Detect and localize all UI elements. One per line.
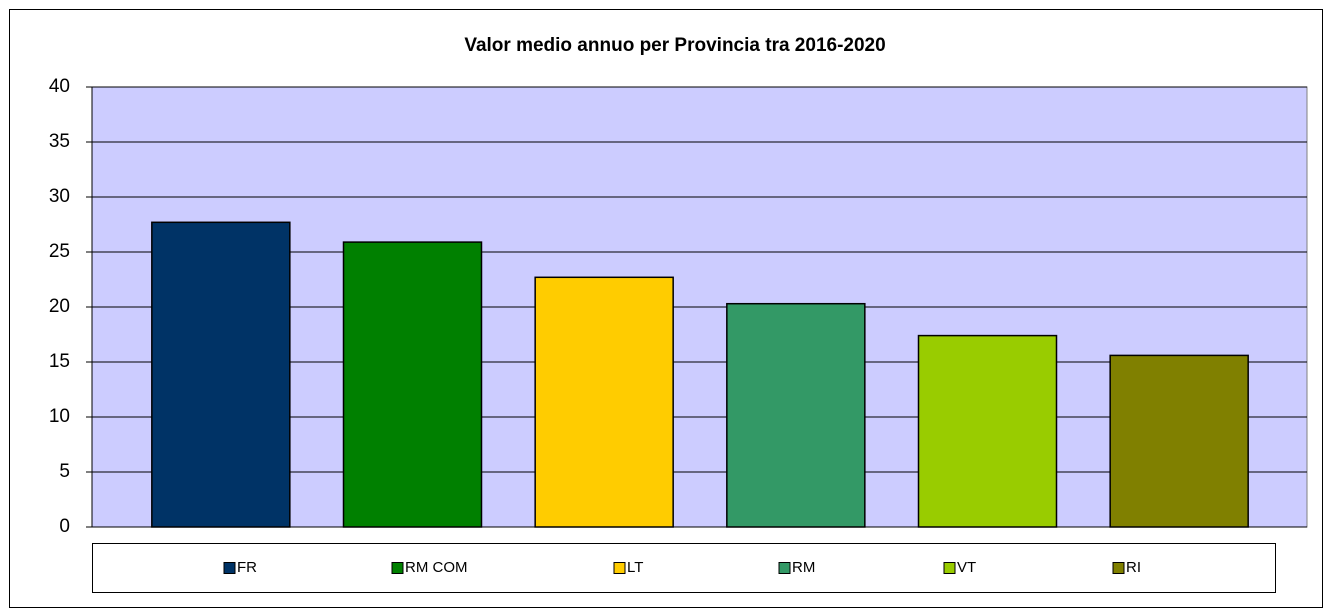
legend-swatch: [223, 562, 236, 574]
y-tick-label: 20: [49, 296, 70, 317]
bar: [534, 276, 674, 528]
legend-swatch: [613, 562, 626, 574]
y-tick-label: 30: [49, 186, 70, 207]
y-tick-label: 40: [49, 76, 70, 97]
bar: [726, 302, 866, 528]
y-tick-label: 10: [49, 406, 70, 427]
legend-swatch: [943, 562, 956, 574]
bar: [342, 241, 483, 528]
legend-box: [92, 543, 1276, 593]
bar: [917, 334, 1058, 528]
legend-label: FR: [237, 559, 257, 576]
chart-title: Valor medio annuo per Provincia tra 2016…: [464, 35, 885, 56]
y-tick-label: 15: [49, 351, 70, 372]
y-tick-label: 25: [49, 241, 70, 262]
y-tick-label: 5: [59, 461, 70, 482]
legend-label: VT: [957, 559, 976, 576]
legend-label: LT: [627, 559, 643, 576]
bar: [1109, 354, 1249, 528]
y-tick-label: 35: [49, 131, 70, 152]
legend-swatch: [778, 562, 791, 574]
legend-label: RI: [1126, 559, 1141, 576]
legend-label: RM: [792, 559, 815, 576]
y-tick-label: 0: [59, 516, 70, 537]
legend-swatch: [1112, 562, 1125, 574]
bar: [151, 221, 291, 528]
legend-swatch: [391, 562, 404, 574]
legend-label: RM COM: [405, 559, 468, 576]
